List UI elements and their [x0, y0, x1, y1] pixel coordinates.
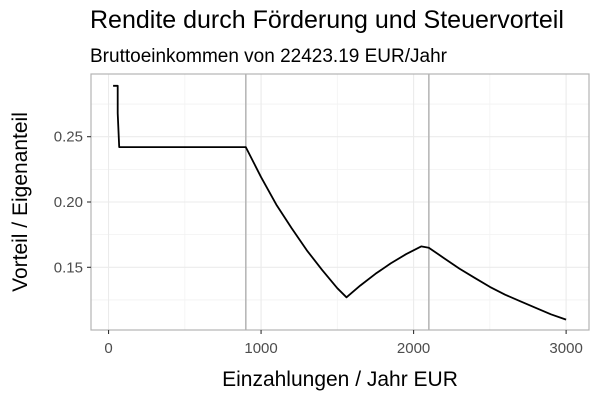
y-tick-label: 0.25: [54, 129, 83, 146]
x-axis-title: Einzahlungen / Jahr EUR: [222, 368, 458, 391]
x-tick-label: 3000: [549, 340, 582, 357]
chart-subtitle: Bruttoeinkommen von 22423.19 EUR/Jahr: [90, 46, 447, 67]
x-tick-label: 1000: [244, 340, 277, 357]
major-gridlines: [91, 74, 589, 330]
x-tick-label: 0: [104, 340, 112, 357]
series-lines: [113, 84, 567, 321]
y-axis-title: Vorteil / Eigenanteil: [9, 112, 32, 292]
y-tick-label: 0.20: [54, 194, 83, 211]
x-axis-ticks: 0 1000 2000 3000: [104, 330, 583, 357]
reference-lines: [245, 74, 430, 330]
y-tick-label: 0.15: [54, 259, 83, 276]
x-tick-label: 2000: [397, 340, 430, 357]
series-line: [113, 84, 567, 321]
chart-title: Rendite durch Förderung und Steuervortei…: [90, 6, 564, 34]
y-axis-ticks: 0.15 0.20 0.25: [54, 129, 91, 276]
